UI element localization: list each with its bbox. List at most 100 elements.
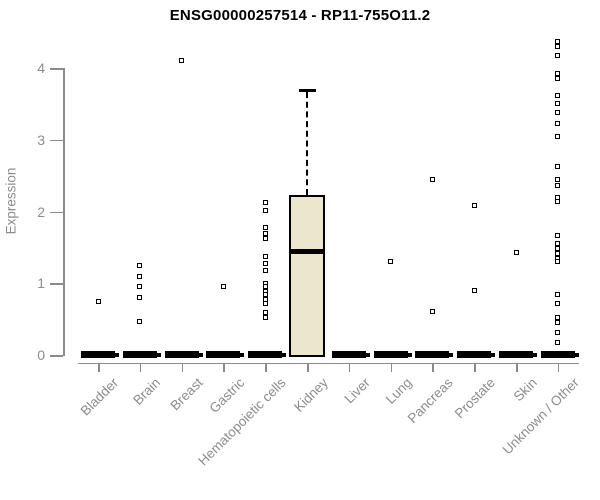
outlier-point — [471, 287, 477, 293]
x-axis-tick — [265, 362, 267, 372]
outlier-point — [555, 38, 561, 44]
outlier-point — [137, 284, 143, 290]
outlier-point — [262, 260, 268, 266]
category-label: Unknown / Other — [499, 374, 582, 457]
category-label: Lung — [382, 374, 415, 407]
outlier-point — [555, 43, 561, 49]
zero-value-bar — [457, 351, 492, 358]
y-tick-label: 4 — [37, 60, 45, 76]
zero-bar-notch — [491, 352, 496, 357]
outlier-point — [555, 133, 561, 139]
y-tick-label: 3 — [37, 131, 45, 148]
x-axis-tick — [557, 362, 560, 372]
x-axis-tick — [98, 362, 100, 372]
outlier-point — [179, 57, 185, 63]
outlier-point — [555, 109, 561, 115]
box-upper-whisker — [306, 92, 308, 195]
outlier-point — [137, 262, 143, 268]
outlier-point — [555, 291, 561, 297]
x-axis-tick — [223, 362, 225, 372]
x-axis-tick — [432, 362, 434, 372]
outlier-point — [262, 315, 268, 321]
outlier-point — [262, 254, 268, 260]
y-axis-tick — [50, 283, 63, 285]
outlier-point — [555, 339, 561, 345]
outlier-point — [555, 241, 561, 247]
outlier-point — [555, 176, 561, 182]
y-tick-label: 2 — [37, 203, 45, 220]
outlier-point — [555, 52, 561, 58]
outlier-point — [513, 249, 519, 255]
y-tick-label: 0 — [37, 347, 45, 363]
outlier-point — [555, 320, 561, 326]
category-label: Kidney — [290, 374, 331, 415]
x-axis-tick — [348, 362, 351, 372]
zero-bar-notch — [574, 352, 579, 357]
x-axis-tick — [390, 362, 393, 372]
category-label: Liver — [341, 374, 373, 406]
outlier-point — [555, 259, 561, 265]
zero-bar-notch — [407, 352, 412, 357]
outlier-point — [388, 259, 394, 265]
y-axis-tick — [50, 211, 63, 213]
y-axis-tick — [50, 139, 63, 142]
outlier-point — [262, 200, 268, 206]
zero-bar-notch — [449, 352, 454, 357]
zero-value-bar — [331, 351, 366, 358]
outlier-point — [555, 300, 561, 306]
zero-value-bar — [499, 351, 533, 358]
box-median-line — [289, 249, 325, 255]
category-label: Brain — [130, 374, 164, 408]
x-axis-tick — [516, 362, 518, 372]
outlier-point — [262, 208, 268, 214]
outlier-point — [555, 70, 561, 76]
whisker-cap — [299, 89, 316, 92]
chart-title: ENSG00000257514 - RP11-755O11.2 — [169, 7, 431, 24]
outlier-point — [555, 92, 561, 98]
y-axis-line — [63, 68, 65, 356]
outlier-point — [429, 308, 435, 314]
outlier-point — [262, 267, 268, 273]
box — [289, 194, 325, 357]
outlier-point — [262, 235, 268, 241]
outlier-point — [220, 283, 226, 289]
outlier-point — [555, 75, 561, 81]
category-label: Skin — [510, 374, 540, 404]
outlier-point — [262, 224, 268, 230]
outlier-point — [429, 177, 435, 183]
zero-bar-notch — [533, 352, 537, 357]
outlier-point — [555, 163, 561, 169]
outlier-point — [555, 315, 561, 321]
x-axis-line — [78, 362, 579, 364]
outlier-point — [555, 120, 561, 126]
outlier-point — [555, 183, 561, 189]
outlier-point — [262, 300, 268, 306]
zero-value-bar — [164, 351, 199, 358]
y-tick-label: 1 — [37, 275, 45, 292]
zero-bar-notch — [198, 352, 203, 357]
outlier-point — [555, 198, 561, 204]
zero-bar-notch — [115, 352, 119, 357]
zero-value-bar — [415, 351, 450, 358]
zero-value-bar — [81, 351, 115, 358]
category-label: Pancreas — [405, 374, 456, 426]
outlier-point — [471, 203, 477, 209]
category-label: Breast — [166, 374, 206, 413]
outlier-point — [95, 298, 101, 304]
y-axis-tick — [50, 355, 63, 357]
zero-bar-notch — [365, 352, 370, 357]
category-label: Prostate — [451, 374, 498, 421]
zero-value-bar — [248, 351, 283, 358]
zero-bar-notch — [156, 352, 161, 357]
outlier-point — [555, 250, 561, 256]
x-axis-tick — [307, 362, 309, 372]
outlier-point — [555, 233, 561, 239]
zero-value-bar — [206, 351, 241, 358]
outlier-point — [137, 319, 143, 325]
y-axis-tick — [50, 68, 63, 70]
zero-value-bar — [373, 351, 408, 358]
outlier-point — [137, 273, 143, 279]
category-label: Bladder — [78, 374, 122, 419]
outlier-point — [555, 101, 561, 107]
